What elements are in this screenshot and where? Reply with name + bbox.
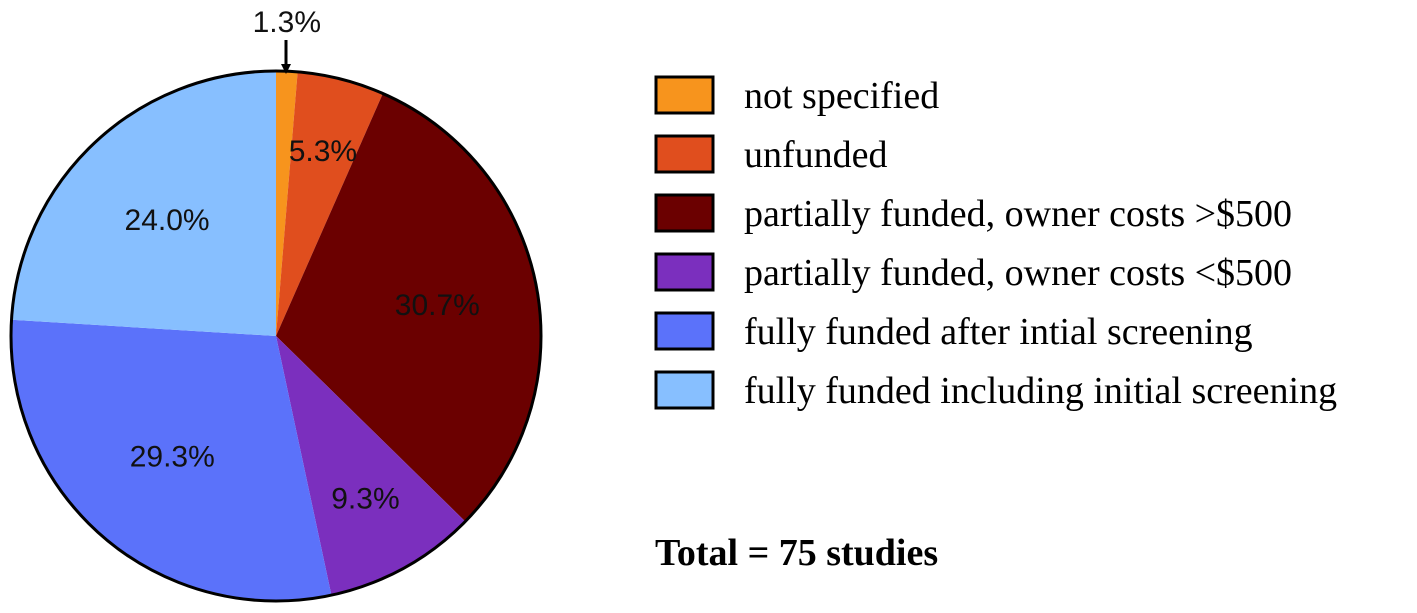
legend-swatch-not-specified [654,75,715,115]
legend-swatch-partially-funded-over-500 [654,193,715,233]
pie-slices [11,71,542,601]
legend-label-fully-funded-after-screening: fully funded after intial screening [744,311,1253,353]
pie-slice-fully-funded-including-screening [11,71,276,336]
legend-swatch-partially-funded-under-500 [654,252,715,292]
pie-slice-not-specified [276,71,298,336]
pie-slice-partially-funded-over-500 [276,93,542,522]
total-annotation: Total = 75 studies [655,532,938,574]
slice-labels: 1.3% 5.3% 30.7% 9.3% 29.3% 24.0% [125,6,480,516]
slice-label-partially-funded-over-500: 30.7% [395,289,480,322]
legend-label-not-specified: not specified [744,75,939,117]
pie-slice-fully-funded-after-screening [11,319,332,601]
legend-swatch-fully-funded-including-screening [654,370,715,410]
legend-label-partially-funded-over-500: partially funded, owner costs >$500 [744,193,1292,235]
slice-label-unfunded: 5.3% [289,135,357,168]
legend-swatch-unfunded [654,134,715,174]
legend-label-partially-funded-under-500: partially funded, owner costs <$500 [744,252,1292,294]
pie-slice-unfunded [276,71,383,336]
legend-label-unfunded: unfunded [744,134,888,176]
slice-label-fully-funded-after-screening: 29.3% [130,441,215,474]
slice-label-partially-funded-under-500: 9.3% [331,483,399,516]
legend: not specified unfunded partially funded, o… [654,75,1337,412]
pie-slice-partially-funded-under-500 [276,336,466,596]
legend-swatch-fully-funded-after-screening [654,311,715,351]
slice-label-fully-funded-including-screening: 24.0% [125,204,210,237]
pie-outline [9,69,543,603]
legend-label-fully-funded-including-screening: fully funded including initial screening [744,370,1337,412]
slice-label-not-specified: 1.3% [253,6,321,39]
